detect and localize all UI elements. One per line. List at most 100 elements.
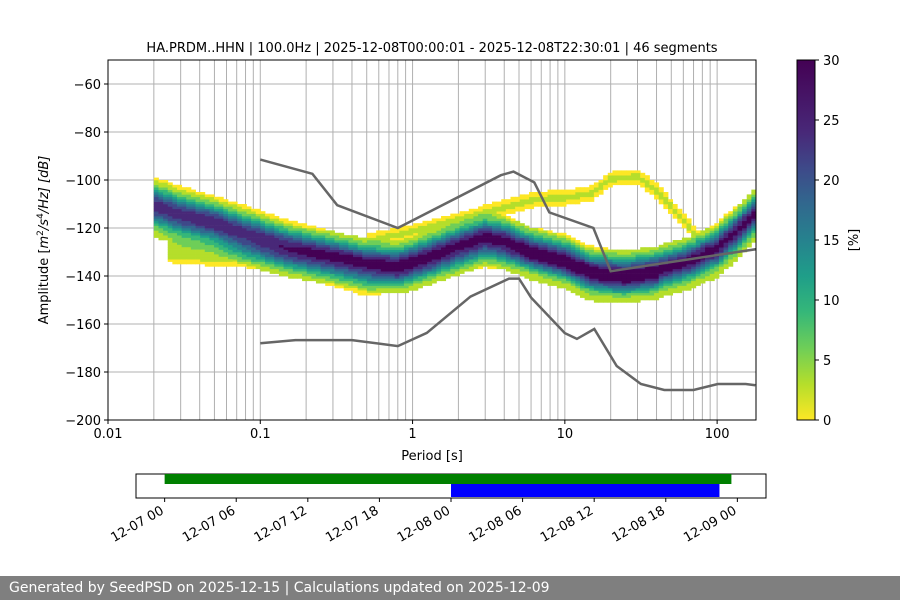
psd-cell	[603, 273, 609, 277]
psd-cell	[487, 228, 493, 231]
psd-cell	[552, 268, 558, 272]
psd-cell	[431, 256, 437, 260]
psd-cell	[269, 242, 275, 246]
psd-cell	[714, 244, 720, 248]
psd-cell	[255, 220, 261, 224]
psd-cell	[654, 266, 660, 270]
psd-cell	[241, 204, 247, 207]
psd-cell	[575, 285, 581, 289]
psd-cell	[223, 199, 229, 202]
psd-cell	[468, 220, 474, 224]
psd-cell	[255, 249, 261, 253]
psd-cell	[654, 295, 660, 298]
psd-cell	[570, 192, 576, 195]
psd-cell	[524, 240, 530, 243]
psd-cell	[251, 252, 257, 255]
psd-cell	[487, 242, 493, 246]
psd-cell	[237, 264, 243, 267]
psd-cell	[751, 228, 756, 231]
psd-cell	[278, 264, 284, 267]
psd-cell	[589, 199, 595, 202]
psd-cell	[200, 254, 206, 258]
psd-cell	[399, 290, 405, 294]
psd-cell	[394, 228, 400, 231]
psd-cell	[519, 264, 525, 267]
psd-cell	[589, 259, 595, 262]
psd-cell	[315, 259, 321, 262]
psd-cell	[709, 228, 715, 231]
psd-cell	[603, 247, 609, 250]
psd-cell	[385, 285, 391, 289]
psd-cell	[505, 261, 511, 265]
psd-cell	[552, 196, 558, 200]
psd-cell	[667, 292, 674, 296]
psd-cell	[691, 244, 697, 248]
psd-cell	[357, 249, 363, 253]
psd-cell	[552, 264, 558, 267]
psd-cell	[269, 220, 275, 224]
psd-cell	[255, 232, 261, 236]
psd-cell	[663, 204, 669, 207]
psd-cell	[617, 288, 623, 291]
psd-cell	[454, 230, 460, 234]
psd-cell	[315, 280, 321, 284]
psd-cell	[529, 242, 535, 246]
psd-cell	[399, 235, 405, 238]
psd-cell	[237, 211, 243, 214]
psd-cell	[223, 206, 229, 210]
timeline-tick-label: 12-08 12	[538, 503, 596, 545]
psd-cell	[654, 288, 660, 291]
psd-cell	[325, 247, 331, 250]
psd-cell	[260, 230, 266, 234]
psd-cell	[362, 264, 368, 267]
psd-cell	[681, 264, 687, 267]
psd-cell	[742, 206, 748, 210]
psd-cell	[695, 232, 701, 236]
psd-cell	[357, 242, 363, 246]
psd-cell	[390, 290, 396, 294]
psd-cell	[218, 240, 224, 243]
psd-cell	[380, 278, 386, 282]
chart-title: HA.PRDM..HHN | 100.0Hz | 2025-12-08T00:0…	[146, 41, 717, 56]
psd-cell	[723, 249, 729, 253]
psd-cell	[630, 172, 636, 176]
psd-cell	[561, 194, 567, 198]
psd-cell	[408, 288, 414, 291]
psd-cell	[705, 247, 711, 250]
psd-cell	[524, 247, 530, 250]
psd-cell	[408, 244, 414, 248]
psd-cell	[255, 256, 261, 260]
psd-cell	[505, 256, 511, 260]
psd-cell	[431, 278, 437, 282]
psd-cell	[422, 280, 428, 284]
psd-cell	[371, 268, 377, 272]
psd-cell	[320, 235, 326, 238]
psd-cell	[570, 264, 576, 267]
psd-cell	[353, 247, 359, 250]
psd-cell	[283, 266, 289, 270]
psd-cell	[274, 259, 280, 262]
psd-cell	[153, 180, 159, 183]
psd-cell	[584, 285, 590, 289]
psd-cell	[635, 292, 641, 296]
psd-cell	[223, 216, 229, 219]
psd-cell	[195, 194, 201, 198]
psd-cell	[542, 271, 548, 274]
psd-cell	[269, 252, 275, 255]
psd-cell	[158, 194, 164, 198]
psd-cell	[603, 288, 609, 291]
psd-cell	[343, 237, 349, 241]
psd-cell	[403, 266, 410, 270]
psd-cell	[529, 194, 535, 198]
psd-cell	[510, 271, 516, 274]
psd-cell	[491, 259, 498, 262]
psd-cell	[260, 268, 266, 272]
psd-cell	[584, 252, 590, 255]
psd-cell	[487, 208, 493, 212]
psd-cell	[459, 237, 465, 241]
psd-cell	[297, 252, 303, 255]
psd-cell	[681, 225, 687, 229]
psd-cell	[288, 220, 294, 224]
psd-cell	[371, 264, 377, 267]
psd-cell	[510, 208, 516, 212]
